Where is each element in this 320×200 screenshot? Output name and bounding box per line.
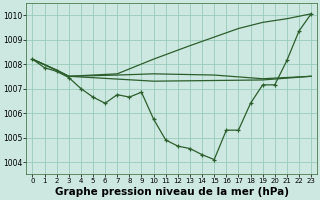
X-axis label: Graphe pression niveau de la mer (hPa): Graphe pression niveau de la mer (hPa) xyxy=(55,187,289,197)
